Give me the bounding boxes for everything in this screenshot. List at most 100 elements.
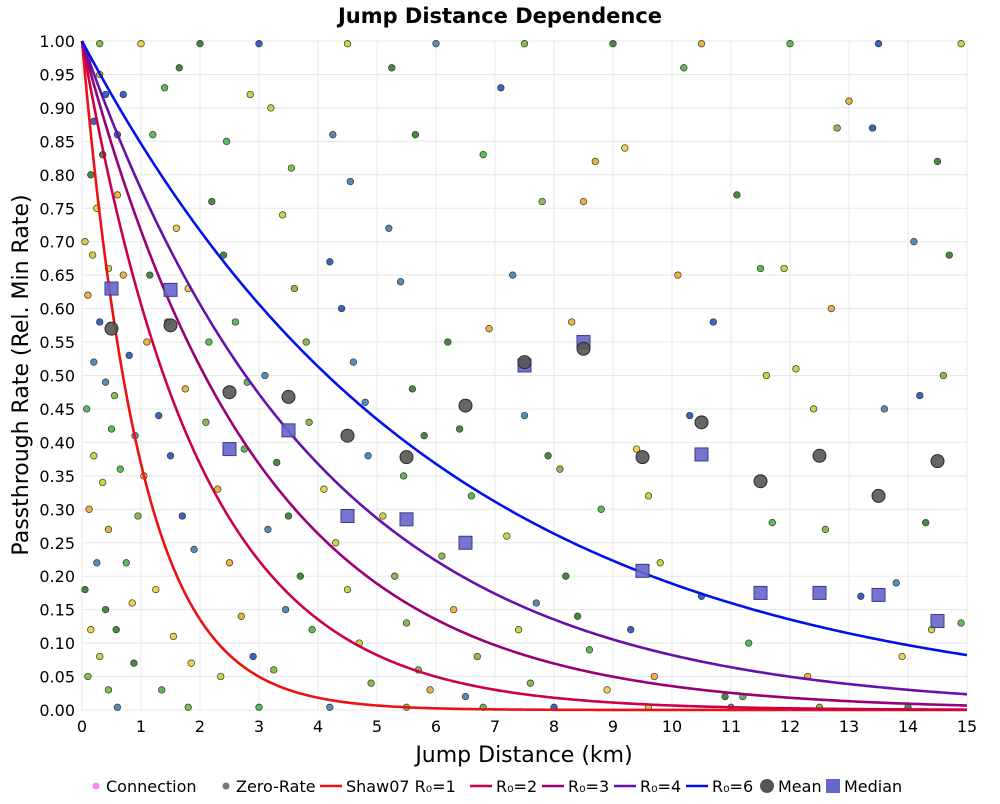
connection-point (473, 652, 481, 661)
connection-point (196, 40, 204, 48)
median-marker (871, 587, 886, 602)
connection-point (910, 238, 918, 246)
connection-point (90, 358, 98, 366)
connection-point (81, 585, 89, 594)
connection-point (96, 652, 104, 661)
connection-point (444, 338, 452, 346)
connection-point (225, 559, 234, 567)
connection-point (217, 672, 225, 681)
connection-point (402, 619, 411, 627)
connection-point (112, 626, 120, 634)
x-tick-label: 5 (372, 717, 382, 736)
y-tick-label: 0.40 (39, 433, 75, 452)
connection-point (656, 559, 664, 567)
connection-point (137, 40, 145, 48)
connection-point (520, 40, 529, 48)
y-tick-label: 0.80 (39, 166, 75, 185)
connection-point (568, 318, 576, 326)
connection-point (184, 703, 192, 711)
connection-point (332, 539, 340, 547)
curve-r0-3 (80, 40, 968, 707)
connection-point (786, 40, 794, 48)
connection-point (104, 686, 113, 694)
connection-point (922, 519, 930, 527)
legend-label: R₀=2 (496, 777, 537, 796)
legend-label: Zero-Rate (236, 777, 316, 796)
connection-point (461, 692, 470, 701)
curve-r0-6 (80, 40, 968, 657)
connection-point (278, 211, 287, 219)
median-marker (635, 563, 650, 578)
x-tick-label: 8 (549, 717, 559, 736)
connection-point (113, 191, 122, 199)
connection-point (497, 84, 505, 92)
connection-point (721, 692, 729, 701)
connection-point (538, 197, 546, 206)
median-marker (281, 423, 296, 438)
connection-point (155, 411, 163, 420)
median-marker (340, 508, 355, 523)
connection-point (169, 632, 178, 641)
mean-marker (694, 415, 709, 430)
connection-point (745, 639, 753, 647)
connection-point (128, 599, 136, 607)
connection-point (455, 425, 464, 433)
connection-point (573, 612, 582, 620)
connection-point (219, 251, 228, 259)
connection-point (187, 659, 195, 667)
x-tick-label: 14 (898, 717, 918, 736)
legend-swatch-circle (760, 779, 774, 793)
curve-r0-4 (80, 40, 968, 696)
connection-point (107, 425, 116, 433)
y-tick-label: 0.20 (39, 567, 75, 586)
connection-point (116, 465, 124, 473)
y-tick-label: 0.55 (39, 333, 75, 352)
connection-point (544, 452, 552, 460)
connection-point (756, 264, 765, 273)
connection-point (101, 378, 110, 386)
connection-point (143, 338, 151, 346)
legend-swatch-dot (222, 782, 230, 790)
x-tick-label: 11 (721, 717, 741, 736)
connection-point (562, 572, 570, 580)
connection-point (868, 124, 877, 132)
mean-markers (104, 318, 945, 503)
connection-point (326, 258, 334, 266)
x-tick-label: 6 (431, 717, 441, 736)
connection-point (255, 703, 263, 711)
y-tick-label: 0.65 (39, 266, 75, 285)
connection-point (556, 465, 564, 473)
x-axis-label: Jump Distance (km) (413, 743, 632, 768)
connection-point (190, 545, 198, 554)
connection-point (391, 572, 399, 580)
x-tick-label: 15 (957, 717, 977, 736)
connection-point (933, 157, 942, 166)
connection-point (222, 137, 231, 146)
connection-point (485, 325, 493, 333)
legend-label: R₀=4 (640, 777, 681, 796)
connection-point (603, 686, 611, 694)
connection-point (130, 659, 138, 667)
connection-point (113, 703, 122, 711)
connection-point (284, 512, 293, 520)
connection-point (644, 492, 653, 500)
y-tick-label: 1.00 (39, 32, 75, 51)
connection-point (939, 371, 948, 380)
x-tick-labels: 0 1 2 3 4 5 6 7 8 9 10 11 12 13 14 15 (77, 717, 977, 736)
y-axis-label: Passthrough Rate (Rel. Min Rate) (9, 194, 34, 555)
connection-point (88, 251, 97, 259)
y-tick-label: 0.50 (39, 367, 75, 386)
x-tick-label: 13 (839, 717, 859, 736)
connection-point (438, 552, 446, 560)
legend-swatch-dot (92, 782, 100, 790)
connection-point (426, 686, 434, 694)
x-tick-label: 3 (254, 717, 264, 736)
connection-point (84, 672, 92, 681)
connection-point (296, 572, 304, 580)
legend: Connection Zero-Rate Shaw07 R₀=1 R₀=2 R₀=3 R₀… (92, 777, 902, 796)
connection-point (149, 131, 157, 139)
connection-point (892, 579, 900, 587)
mean-marker (635, 450, 650, 465)
y-tick-labels: 0.00 0.05 0.10 0.15 0.20 0.25 0.30 0.35 0.40 0.45… (39, 32, 75, 720)
